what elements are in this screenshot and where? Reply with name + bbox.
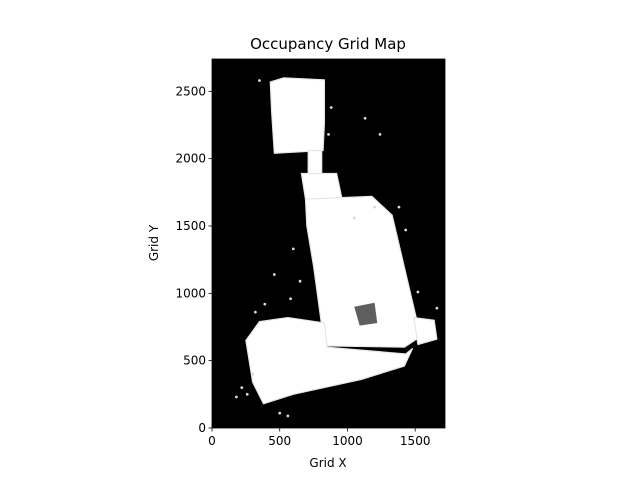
free-region bbox=[300, 172, 343, 200]
occupied-patch bbox=[354, 302, 378, 326]
free-speckle bbox=[286, 414, 290, 418]
plot-area bbox=[211, 58, 446, 429]
plot-frame bbox=[211, 58, 446, 429]
free-speckle bbox=[327, 133, 330, 136]
free-space-layer bbox=[245, 77, 438, 405]
free-speckle bbox=[234, 395, 238, 399]
free-speckle bbox=[363, 116, 367, 120]
free-speckle bbox=[263, 302, 267, 306]
x-tick-label: 1000 bbox=[332, 434, 363, 448]
free-speckle bbox=[278, 411, 282, 415]
free-speckle bbox=[404, 228, 408, 232]
y-tick-label: 2000 bbox=[175, 152, 206, 166]
y-tick-label: 1000 bbox=[175, 286, 206, 300]
free-speckle bbox=[291, 247, 295, 251]
y-tick-label: 1500 bbox=[175, 219, 206, 233]
free-speckle bbox=[251, 372, 255, 376]
y-axis-label: Grid Y bbox=[147, 224, 161, 261]
free-region bbox=[307, 149, 323, 176]
x-axis-label: Grid X bbox=[309, 456, 346, 470]
free-speckle bbox=[240, 386, 244, 389]
y-tick-label: 500 bbox=[183, 354, 206, 368]
x-tick-label: 500 bbox=[268, 434, 291, 448]
free-region bbox=[304, 195, 422, 348]
x-axis: 0 500 1000 1500 bbox=[208, 428, 430, 448]
free-speckle bbox=[373, 205, 376, 209]
free-region bbox=[413, 316, 438, 346]
speckle-layer bbox=[234, 79, 439, 418]
free-speckle bbox=[352, 216, 356, 220]
free-speckle bbox=[289, 297, 292, 301]
occupied-layer bbox=[354, 302, 378, 326]
y-axis: 0 500 1000 1500 2000 2500 bbox=[175, 84, 212, 435]
free-region bbox=[269, 77, 326, 154]
y-tick-label: 2500 bbox=[175, 84, 206, 98]
free-speckle bbox=[253, 310, 257, 314]
y-tick-label: 0 bbox=[198, 421, 206, 435]
free-speckle bbox=[272, 273, 276, 276]
free-speckle bbox=[258, 79, 261, 82]
x-tick-label: 1500 bbox=[400, 434, 431, 448]
free-speckle bbox=[435, 306, 439, 310]
free-speckle bbox=[298, 279, 302, 283]
free-speckle bbox=[397, 205, 401, 209]
free-speckle bbox=[329, 106, 333, 109]
free-speckle bbox=[416, 290, 420, 294]
x-tick-label: 0 bbox=[208, 434, 216, 448]
free-region bbox=[245, 316, 414, 405]
free-speckle bbox=[378, 133, 382, 136]
free-speckle bbox=[245, 392, 249, 396]
chart-title: Occupancy Grid Map bbox=[250, 35, 406, 53]
